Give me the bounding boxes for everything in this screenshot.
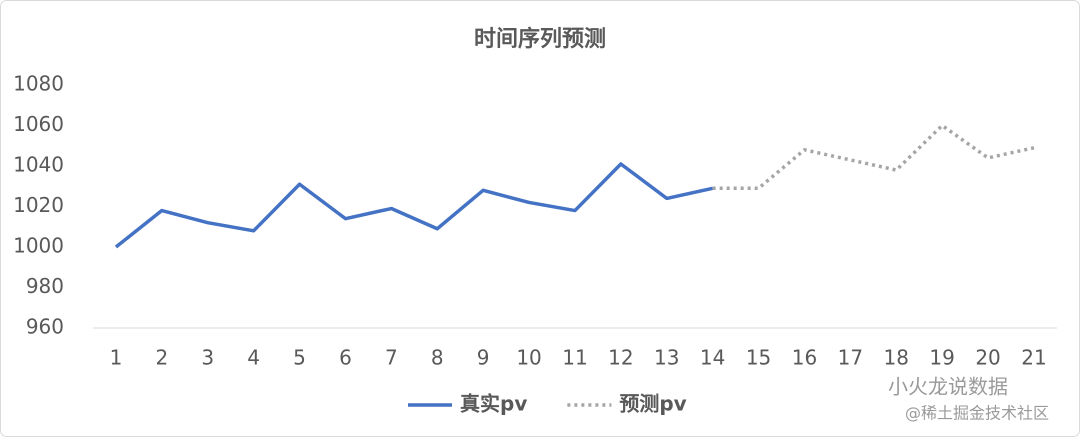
series-line: [114, 162, 714, 249]
y-tick-label: 960: [26, 315, 64, 339]
x-tick-label: 21: [1021, 346, 1046, 370]
x-tick-label: 4: [247, 346, 260, 370]
x-tick-label: 7: [385, 346, 398, 370]
x-tick-label: 10: [516, 346, 541, 370]
y-tick-label: 1020: [13, 193, 64, 217]
x-tick-label: 3: [201, 346, 214, 370]
chart-title: 时间序列预测: [474, 26, 606, 52]
y-tick-label: 980: [26, 274, 64, 298]
x-tick-label: 16: [792, 346, 817, 370]
y-tick-label: 1080: [13, 72, 64, 96]
x-tick-label: 8: [431, 346, 444, 370]
y-tick-label: 1040: [13, 153, 64, 177]
x-tick-label: 14: [700, 346, 725, 370]
x-tick-label: 18: [884, 346, 909, 370]
x-tick-label: 15: [746, 346, 771, 370]
legend-label: 预测pv: [619, 392, 686, 416]
watermark: 小火龙说数据: [888, 375, 1008, 399]
x-tick-label: 17: [838, 346, 863, 370]
series-line: [712, 123, 1035, 191]
x-tick-label: 6: [339, 346, 352, 370]
x-tick-label: 11: [562, 346, 587, 370]
x-tick-label: 13: [654, 346, 679, 370]
x-tick-label: 2: [155, 346, 168, 370]
y-tick-label: 1060: [13, 112, 64, 136]
legend-label: 真实pv: [460, 392, 527, 416]
x-tick-label: 9: [477, 346, 490, 370]
x-tick-label: 19: [929, 346, 954, 370]
y-tick-label: 1000: [13, 234, 64, 258]
x-tick-label: 1: [110, 346, 123, 370]
x-tick-label: 12: [608, 346, 633, 370]
x-tick-label: 20: [975, 346, 1000, 370]
x-tick-label: 5: [293, 346, 306, 370]
watermark: @稀土掘金技术社区: [905, 404, 1049, 423]
